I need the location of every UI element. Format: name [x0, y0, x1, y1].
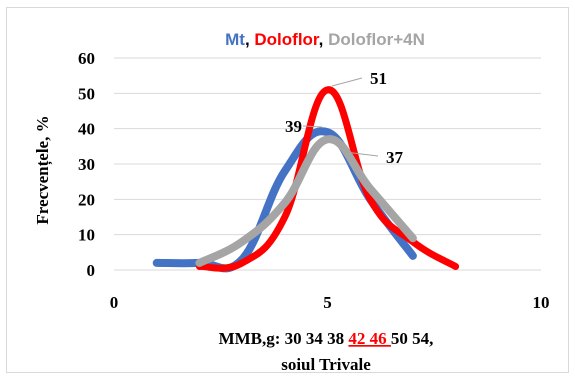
data-label-leader — [302, 125, 323, 128]
x-tick-label: 0 — [110, 293, 119, 312]
x-axis-label-line1: MMB,g: 30 34 38 42 46 50 54, — [219, 329, 434, 348]
x-tick-label: 5 — [323, 293, 332, 312]
legend-entry: Mt — [225, 30, 245, 49]
data-label: 39 — [285, 117, 302, 136]
data-label-leader — [344, 151, 379, 157]
x-axis-label-part: 42 46 — [348, 329, 391, 348]
series-line-doloflor-4n — [195, 135, 417, 267]
x-axis-label-part: MMB,g: 30 34 38 — [219, 329, 349, 348]
x-axis-label-line2: soiul Trivale — [281, 355, 371, 374]
chart-legend: Mt, Doloflor, Doloflor+4N — [225, 30, 425, 49]
x-tick-labels: 0 5 10 — [110, 293, 550, 312]
legend-entry: , — [245, 30, 254, 49]
y-tick-label: 30 — [78, 155, 95, 174]
x-axis-label-part: 50 54, — [391, 329, 434, 348]
data-label-leader — [331, 77, 363, 87]
legend-entry: , — [319, 30, 328, 49]
series-lines — [152, 86, 460, 273]
y-tick-labels: 0 10 20 30 40 50 60 — [78, 49, 95, 280]
legend-entry: Doloflor+4N — [328, 30, 425, 49]
chart-frame — [6, 7, 569, 373]
y-tick-label: 20 — [78, 190, 95, 209]
legend-entry: Doloflor — [254, 30, 320, 49]
data-label: 51 — [370, 69, 387, 88]
data-label: 37 — [386, 148, 404, 167]
data-labels: 51 39 37 — [285, 69, 404, 167]
y-tick-label: 10 — [78, 226, 95, 245]
x-tick-label: 10 — [533, 293, 550, 312]
y-tick-label: 60 — [78, 49, 95, 68]
y-axis-label: Frecvențele, % — [33, 115, 53, 224]
y-tick-label: 40 — [78, 120, 95, 139]
y-tick-label: 0 — [87, 261, 96, 280]
y-tick-label: 50 — [78, 84, 95, 103]
